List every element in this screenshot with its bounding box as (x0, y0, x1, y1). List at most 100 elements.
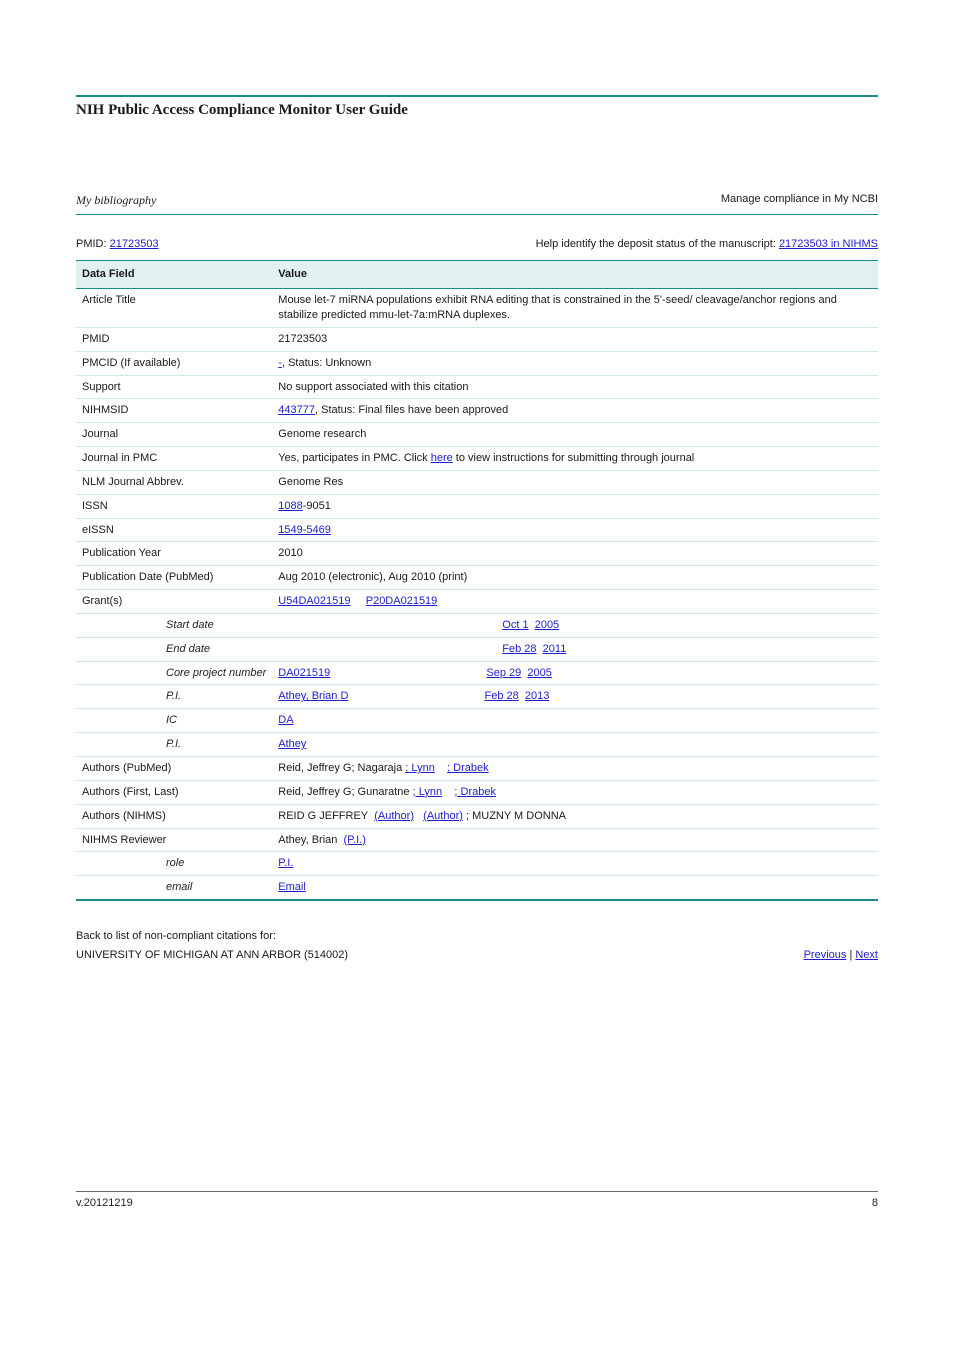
nihmsid-status: , Status: Final files have been approved (315, 404, 508, 416)
header-rule-top (76, 95, 878, 97)
role-value-link[interactable]: P.I. (278, 857, 293, 869)
cell-field: NIHMSID (76, 399, 272, 423)
issn-suffix: -9051 (303, 500, 331, 512)
email-value-link[interactable]: Email (278, 881, 306, 893)
row-grant-pi-1: P.I. Athey, Brian D Feb 28 2013 (76, 685, 878, 709)
doc-title: NIH Public Access Compliance Monitor Use… (76, 100, 878, 120)
issn-link[interactable]: 1088 (278, 500, 302, 512)
authors-pubmed-text: Reid, Jeffrey G; Nagaraja (278, 762, 402, 774)
back-nav: Previous | Next (804, 948, 878, 963)
authors-fl-text: Reid, Jeffrey G; Gunaratne (278, 786, 409, 798)
row-pmcid: PMCID (If available) -, Status: Unknown (76, 351, 878, 375)
pmid-prefix: PMID: (76, 238, 110, 250)
bibliography-label: My bibliography (76, 192, 156, 208)
authors-nihms-text: REID G JEFFREY (278, 810, 368, 822)
cell-field: Article Title (76, 289, 272, 328)
row-authors-nihms: Authors (NIHMS) REID G JEFFREY (Author) … (76, 804, 878, 828)
cell-value: REID G JEFFREY (Author) (Author) ; MUZNY… (272, 804, 878, 828)
cell-value: Genome Res (272, 470, 878, 494)
authors-nihms-suffix: ; MUZNY M DONNA (466, 810, 566, 822)
reviewer-role-link[interactable]: (P.I.) (344, 834, 366, 846)
cell-field: Publication Year (76, 542, 272, 566)
grant-link-1[interactable]: P20DA021519 (366, 595, 438, 607)
sublabel-end: End date (166, 643, 210, 655)
grant-end-1[interactable]: 2011 (543, 643, 567, 655)
pi-date-0[interactable]: Feb 28 (485, 690, 519, 702)
eissn-link[interactable]: 1549-5469 (278, 524, 331, 536)
authors-nihms-link-1[interactable]: (Author) (423, 810, 463, 822)
authors-pubmed-link-0[interactable]: ; Lynn (405, 762, 435, 774)
pi-date-1[interactable]: 2013 (525, 690, 549, 702)
cell-value: Athey (272, 733, 878, 757)
page-footer: v.20121219 8 (76, 1191, 878, 1211)
back-institution: UNIVERSITY OF MICHIGAN AT ANN ARBOR (514… (76, 948, 348, 963)
cell-value: Mouse let-7 miRNA populations exhibit RN… (272, 289, 878, 328)
manage-compliance-label: Manage compliance in My NCBI (721, 192, 878, 207)
cell-field: Publication Date (PubMed) (76, 566, 272, 590)
pmcid-status: , Status: Unknown (282, 357, 371, 369)
deposit-help-block: Help identify the deposit status of the … (536, 237, 878, 252)
sublabel-email: email (166, 881, 192, 893)
pmid-block: PMID: 21723503 (76, 237, 159, 252)
sublabel-pi1: P.I. (166, 690, 181, 702)
reviewer-name: Athey, Brian (278, 834, 337, 846)
cell-value: Genome research (272, 423, 878, 447)
row-reviewer-email: email Email (76, 876, 878, 900)
footer-version: v.20121219 (76, 1196, 133, 1211)
cell-value: 1088-9051 (272, 494, 878, 518)
grant-link-0[interactable]: U54DA021519 (278, 595, 350, 607)
grant-start-0[interactable]: Oct 1 (502, 619, 528, 631)
cell-field: Journal in PMC (76, 447, 272, 471)
authors-nihms-link-0[interactable]: (Author) (374, 810, 414, 822)
th-field: Data Field (76, 261, 272, 289)
pi-link-2[interactable]: Athey (278, 738, 306, 750)
row-grant-ic: IC DA (76, 709, 878, 733)
cell-field: eISSN (76, 518, 272, 542)
cell-value: U54DA021519 P20DA021519 (272, 590, 878, 614)
pmid-link[interactable]: 21723503 (110, 238, 159, 250)
pi-link-1[interactable]: Athey, Brian D (278, 690, 348, 702)
cell-field: NLM Journal Abbrev. (76, 470, 272, 494)
row-eissn: eISSN 1549-5469 (76, 518, 878, 542)
sublabel-start: Start date (166, 619, 214, 631)
cell-field: Journal (76, 423, 272, 447)
cell-value: No support associated with this citation (272, 375, 878, 399)
row-grant-pi-2: P.I. Athey (76, 733, 878, 757)
core-project-link[interactable]: DA021519 (278, 667, 330, 679)
cell-value: Feb 28 2011 (272, 637, 878, 661)
row-authors-first-last: Authors (First, Last) Reid, Jeffrey G; G… (76, 780, 878, 804)
row-grant-start-date: Start date Oct 1 2005 (76, 613, 878, 637)
next-link[interactable]: Next (855, 949, 878, 961)
cell-field: NIHMS Reviewer (76, 828, 272, 852)
cell-field: Grant(s) (76, 590, 272, 614)
row-issn: ISSN 1088-9051 (76, 494, 878, 518)
ic-link[interactable]: DA (278, 714, 293, 726)
prev-link[interactable]: Previous (804, 949, 847, 961)
cell-value: 1549-5469 (272, 518, 878, 542)
grant-start-1[interactable]: 2005 (535, 619, 559, 631)
deposit-help-link[interactable]: 21723503 in NIHMS (779, 238, 878, 250)
cell-value: Oct 1 2005 (272, 613, 878, 637)
journal-pmc-link[interactable]: here (431, 452, 453, 464)
cell-field: Support (76, 375, 272, 399)
cell-value: Athey, Brian D Feb 28 2013 (272, 685, 878, 709)
grant-end-0[interactable]: Feb 28 (502, 643, 536, 655)
core-project-date-0[interactable]: Sep 29 (486, 667, 521, 679)
sublabel-role: role (166, 857, 184, 869)
footer-page-number: 8 (872, 1196, 878, 1211)
row-grant-core-project: Core project number DA021519 Sep 29 2005 (76, 661, 878, 685)
row-reviewer-role: role P.I. (76, 852, 878, 876)
row-article-title: Article Title Mouse let-7 miRNA populati… (76, 289, 878, 328)
row-nlm-abbrev: NLM Journal Abbrev. Genome Res (76, 470, 878, 494)
authors-pubmed-link-1[interactable]: ; Drabek (447, 762, 489, 774)
core-project-date-1[interactable]: 2005 (527, 667, 551, 679)
authors-fl-link-0[interactable]: ; Lynn (413, 786, 443, 798)
cell-value: Athey, Brian (P.I.) (272, 828, 878, 852)
row-nihmsid: NIHMSID 443777, Status: Final files have… (76, 399, 878, 423)
row-journal-in-pmc: Journal in PMC Yes, participates in PMC.… (76, 447, 878, 471)
cell-value: Yes, participates in PMC. Click here to … (272, 447, 878, 471)
nihmsid-link[interactable]: 443777 (278, 404, 315, 416)
authors-fl-link-1[interactable]: ; Drabek (454, 786, 496, 798)
header-rule-mid (76, 214, 878, 215)
cell-field: PMCID (If available) (76, 351, 272, 375)
